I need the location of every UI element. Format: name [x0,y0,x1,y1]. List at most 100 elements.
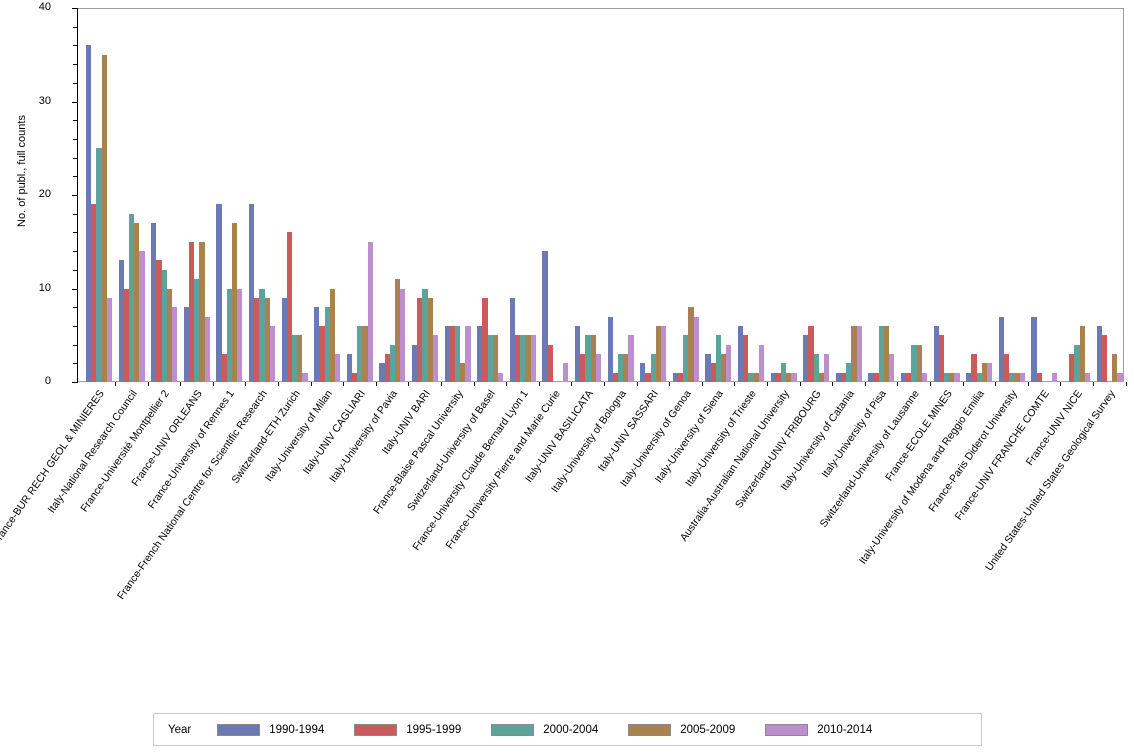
bar[interactable] [655,325,661,382]
bar[interactable] [1084,372,1090,382]
bar[interactable] [525,335,531,382]
bar[interactable] [101,54,107,382]
bar[interactable] [454,325,461,382]
bar[interactable] [432,335,438,382]
bar[interactable] [389,344,395,382]
bar[interactable] [514,335,521,382]
bar[interactable] [1117,372,1123,382]
bar[interactable] [86,45,92,382]
bar[interactable] [216,204,222,382]
legend-entry[interactable]: 1995-1999 [354,723,461,736]
bar[interactable] [520,335,526,382]
bar[interactable] [151,223,157,382]
legend-entry[interactable]: 1990-1994 [217,723,324,736]
bar[interactable] [460,363,466,382]
bar[interactable] [617,353,624,382]
bar[interactable] [938,335,944,382]
bar[interactable] [427,297,433,382]
bar[interactable] [645,372,651,382]
bar[interactable] [497,372,504,382]
bar[interactable] [346,353,352,382]
bar[interactable] [883,325,890,382]
bar[interactable] [660,325,667,382]
bar[interactable] [357,325,363,382]
bar[interactable] [1101,335,1107,382]
bar[interactable] [683,335,689,382]
bar[interactable] [487,335,493,382]
bar[interactable] [607,316,613,382]
bar[interactable] [1036,372,1042,382]
bar[interactable] [954,372,960,382]
bar[interactable] [194,279,200,382]
bar[interactable] [1052,372,1058,382]
bar[interactable] [640,363,646,382]
bar[interactable] [259,288,265,382]
bar[interactable] [971,353,977,382]
bar[interactable] [840,372,847,382]
bar[interactable] [705,353,711,382]
bar[interactable] [873,372,879,382]
bar[interactable] [291,335,298,382]
bar[interactable] [394,279,401,382]
bar[interactable] [563,363,569,382]
bar[interactable] [986,363,993,382]
bar[interactable] [188,241,195,382]
legend-entry[interactable]: 2005-2009 [628,723,735,736]
bar[interactable] [688,307,694,382]
bar[interactable] [835,372,841,382]
bar[interactable] [96,148,102,382]
bar[interactable] [921,372,927,382]
bar[interactable] [677,372,684,382]
bar[interactable] [738,325,744,382]
bar[interactable] [329,288,335,382]
bar[interactable] [998,316,1004,382]
bar[interactable] [221,353,227,382]
bar[interactable] [710,363,716,382]
bar[interactable] [128,213,135,382]
bar[interactable] [889,353,895,382]
bar[interactable] [693,316,699,382]
bar[interactable] [477,325,483,382]
bar[interactable] [851,325,857,382]
bar[interactable] [1069,353,1075,382]
bar[interactable] [818,372,824,382]
bar[interactable] [171,307,178,382]
bar[interactable] [803,335,809,382]
bar[interactable] [379,363,385,382]
bar[interactable] [1096,325,1102,382]
bar[interactable] [623,353,629,382]
bar[interactable] [916,344,922,382]
bar[interactable] [139,251,145,382]
bar[interactable] [286,232,292,382]
bar[interactable] [585,335,591,382]
bar[interactable] [672,372,678,382]
bar[interactable] [911,344,917,382]
bar[interactable] [319,325,325,382]
bar[interactable] [590,335,596,382]
bar[interactable] [204,316,210,382]
bar[interactable] [786,372,792,382]
bar[interactable] [868,372,874,382]
bar[interactable] [1112,353,1118,382]
bar[interactable] [156,260,162,382]
bar[interactable] [134,223,140,382]
bar[interactable] [628,335,634,382]
bar[interactable] [949,372,955,382]
bar[interactable] [1074,344,1080,382]
bar[interactable] [444,325,450,382]
bar[interactable] [351,372,358,382]
bar[interactable] [542,251,548,382]
bar[interactable] [367,241,373,382]
bar[interactable] [422,288,428,382]
bar[interactable] [726,344,732,382]
bar[interactable] [1079,325,1085,382]
bar[interactable] [412,344,418,382]
legend-entry[interactable]: 2000-2004 [491,723,598,736]
bar[interactable] [166,288,172,382]
bar[interactable] [199,241,205,382]
bar[interactable] [1009,372,1015,382]
bar[interactable] [492,335,498,382]
bar[interactable] [400,288,406,382]
bar[interactable] [297,335,303,382]
bar[interactable] [595,353,601,382]
